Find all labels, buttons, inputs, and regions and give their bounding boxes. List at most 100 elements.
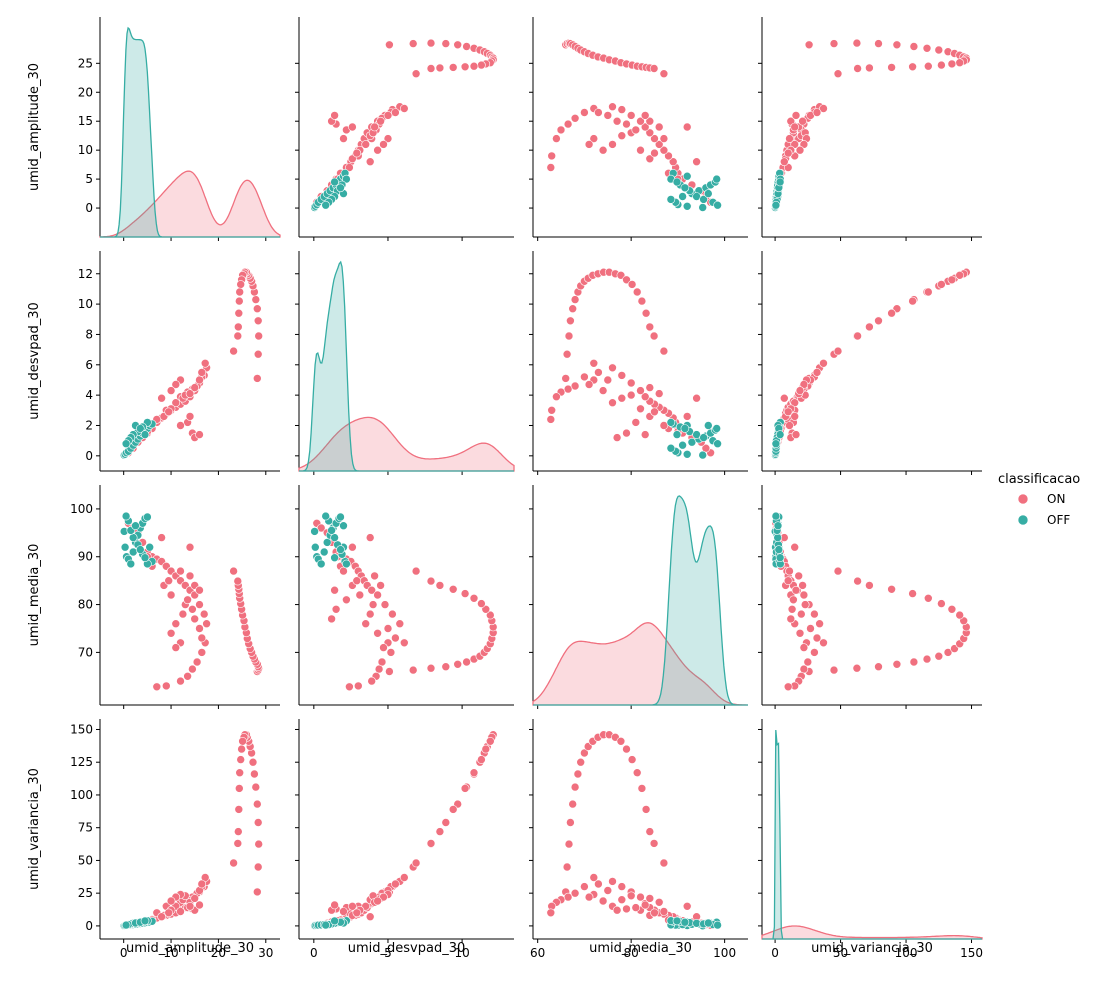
scatter-point-ON	[659, 145, 669, 155]
scatter-point-OFF	[310, 542, 320, 552]
scatter-point-OFF	[666, 418, 676, 427]
scatter-point-ON	[887, 63, 896, 72]
scatter-point-ON	[947, 275, 957, 285]
scatter-point-ON	[195, 375, 204, 385]
scatter-point-ON	[435, 581, 445, 590]
scatter-point-OFF	[339, 521, 348, 531]
scatter-point-ON	[178, 609, 188, 619]
scatter-point-ON	[385, 40, 394, 50]
scatter-point-ON	[547, 151, 557, 161]
scatter-point-ON	[654, 897, 664, 907]
panel-umid_variancia_30-vs-umid_amplitude_30: 0 10 20 30 0 25 50 75 100 125 150 umid_amplitude_30…	[27, 719, 280, 960]
scatter-point-ON	[580, 372, 589, 382]
scatter-point-ON	[649, 64, 659, 73]
scatter-point-ON	[598, 896, 608, 906]
x-tick-label: 80	[624, 946, 639, 960]
scatter-point-ON	[692, 157, 701, 166]
y-tick-label: 100	[70, 788, 93, 802]
scatter-point-ON	[790, 412, 800, 421]
y-tick-label: 0	[85, 449, 93, 463]
scatter-point-ON	[385, 667, 394, 676]
scatter-point-OFF	[775, 177, 785, 187]
scatter-point-ON	[632, 287, 642, 297]
scatter-point-ON	[192, 657, 202, 667]
scatter-point-ON	[485, 736, 495, 746]
scatter-point-ON	[379, 140, 388, 149]
scatter-point-ON	[598, 145, 608, 155]
y-tick-label: 10	[78, 297, 93, 311]
scatter-point-ON	[608, 140, 617, 149]
scatter-point-ON	[195, 600, 204, 609]
scatter-point-ON	[342, 595, 351, 605]
scatter-point-ON	[376, 116, 385, 126]
scatter-point-ON	[562, 349, 572, 359]
scatter-point-ON	[453, 40, 463, 50]
scatter-point-ON	[563, 892, 573, 902]
scatter-point-ON	[197, 368, 207, 377]
scatter-point-ON	[570, 888, 580, 898]
y-tick-label: 75	[78, 821, 93, 835]
scatter-point-ON	[164, 908, 173, 918]
scatter-point-ON	[645, 322, 655, 332]
y-tick-label: 20	[78, 85, 93, 99]
scatter-point-ON	[887, 308, 896, 318]
y-axis-label: umid_variancia_30	[27, 768, 42, 890]
scatter-point-ON	[909, 42, 919, 51]
scatter-point-ON	[164, 407, 173, 417]
x-axis-label: umid_variancia_30	[811, 941, 933, 956]
scatter-point-ON	[617, 895, 627, 905]
panel-umid_media_30-vs-umid_variancia_30	[758, 485, 982, 709]
panel-umid_desvpad_30-vs-umid_desvpad_30	[295, 251, 515, 475]
scatter-point-ON	[460, 784, 470, 793]
scatter-point-ON	[166, 896, 176, 906]
kde-curve-ON	[298, 416, 515, 472]
scatter-point-ON	[584, 892, 594, 902]
scatter-point-ON	[627, 755, 637, 764]
scatter-point-ON	[668, 157, 678, 166]
scatter-point-ON	[887, 584, 896, 594]
panel-umid_media_30-vs-umid_desvpad_30	[295, 485, 514, 709]
scatter-point-ON	[650, 407, 659, 417]
scatter-point-ON	[659, 858, 669, 868]
scatter-point-OFF	[699, 433, 708, 442]
kde-curve-ON	[99, 170, 281, 238]
scatter-point-ON	[453, 659, 463, 669]
scatter-point-ON	[645, 128, 655, 138]
scatter-point-OFF	[713, 200, 722, 210]
scatter-point-OFF	[678, 192, 687, 201]
scatter-point-ON	[659, 346, 669, 356]
y-tick-label: 25	[78, 886, 93, 900]
scatter-point-OFF	[680, 424, 690, 433]
scatter-point-OFF	[771, 511, 781, 521]
scatter-point-ON	[783, 407, 793, 417]
scatter-point-OFF	[336, 512, 345, 522]
scatter-point-OFF	[136, 545, 145, 554]
scatter-point-ON	[576, 757, 586, 767]
scatter-point-OFF	[330, 553, 339, 563]
scatter-point-ON	[233, 331, 243, 341]
scatter-point-ON	[622, 744, 631, 754]
scatter-point-ON	[799, 380, 809, 389]
scatter-point-ON	[580, 882, 589, 891]
scatter-point-ON	[640, 111, 650, 120]
scatter-point-ON	[373, 896, 382, 906]
scatter-point-OFF	[773, 533, 783, 542]
scatter-point-ON	[682, 122, 692, 132]
scatter-point-ON	[640, 122, 650, 132]
scatter-point-ON	[248, 757, 258, 767]
scatter-point-ON	[238, 736, 247, 746]
scatter-point-ON	[556, 125, 566, 135]
scatter-point-ON	[785, 134, 794, 143]
scatter-point-ON	[909, 657, 919, 667]
scatter-point-ON	[810, 648, 819, 657]
y-tick-label: 100	[70, 502, 93, 516]
scatter-point-OFF	[678, 440, 687, 450]
scatter-point-ON	[922, 654, 932, 664]
scatter-point-ON	[829, 665, 839, 675]
scatter-point-ON	[608, 102, 617, 111]
scatter-point-ON	[391, 633, 400, 643]
scatter-point-ON	[833, 69, 843, 78]
scatter-point-ON	[183, 671, 192, 681]
scatter-point-OFF	[330, 916, 339, 926]
